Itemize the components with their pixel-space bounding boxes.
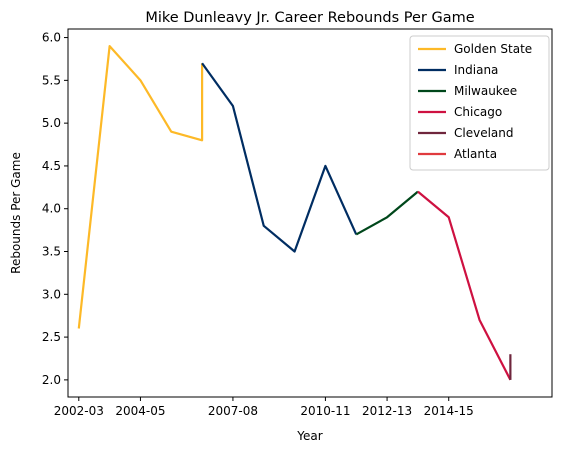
- legend-label: Milwaukee: [454, 84, 517, 98]
- x-tick-label: 2014-15: [424, 404, 474, 418]
- legend-label: Atlanta: [454, 147, 497, 161]
- x-tick-label: 2010-11: [300, 404, 350, 418]
- x-axis-title: Year: [296, 429, 322, 443]
- y-tick-label: 4.5: [42, 159, 61, 173]
- legend-label: Chicago: [454, 105, 502, 119]
- x-axis: 2002-03 2004-05 2007-08 2010-11 2012-13 2014-…: [54, 397, 474, 418]
- y-tick-label: 6.0: [42, 31, 61, 45]
- y-axis: 2.0 2.5 3.0 3.5 4.0 4.5 5.0 5.5 6.0: [42, 31, 68, 387]
- series-line-indiana: [201, 62, 358, 253]
- legend-label: Golden State: [454, 42, 532, 56]
- x-tick-label: 2012-13: [362, 404, 412, 418]
- y-tick-label: 5.5: [42, 73, 61, 87]
- plot-area-frame: [67, 28, 553, 398]
- series-lines: [77, 45, 512, 381]
- y-tick-label: 3.0: [42, 287, 61, 301]
- y-axis-title: Rebounds Per Game: [9, 152, 23, 274]
- series-line-golden-state: [77, 45, 204, 329]
- y-tick-label: 3.5: [42, 245, 61, 259]
- y-tick-label: 4.0: [42, 202, 61, 216]
- x-tick-label: 2007-08: [208, 404, 258, 418]
- x-tick-label: 2004-05: [115, 404, 165, 418]
- y-tick-label: 2.0: [42, 373, 61, 387]
- y-tick-label: 2.5: [42, 330, 61, 344]
- legend-label: Cleveland: [454, 126, 514, 140]
- series-line-chicago: [417, 190, 512, 381]
- y-tick-label: 5.0: [42, 116, 61, 130]
- legend: Golden State Indiana Milwaukee Chicago Cleve…: [409, 35, 550, 171]
- series-line-milwaukee: [355, 190, 419, 236]
- x-tick-label: 2002-03: [54, 404, 104, 418]
- legend-label: Indiana: [454, 63, 498, 77]
- chart-title: Mike Dunleavy Jr. Career Rebounds Per Ga…: [145, 10, 474, 26]
